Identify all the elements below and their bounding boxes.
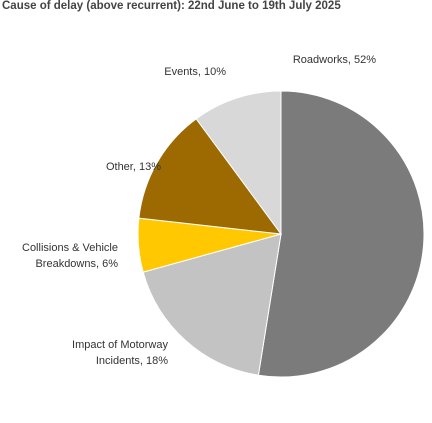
slice-label: Impact of Motorway Incidents, 18% <box>72 339 168 367</box>
slice-label: Roadworks, 52% <box>292 54 376 66</box>
pie-slice <box>257 90 425 378</box>
chart-title: Cause of delay (above recurrent): 22nd J… <box>2 0 341 12</box>
slice-label: Collisions & Vehicle Breakdowns, 6% <box>22 242 118 270</box>
pie-slice <box>138 118 283 235</box>
slice-label: Events, 10% <box>164 66 226 78</box>
pie-slice <box>195 90 282 236</box>
slice-label: Other, 13% <box>105 161 161 173</box>
pie-slice <box>142 233 282 376</box>
